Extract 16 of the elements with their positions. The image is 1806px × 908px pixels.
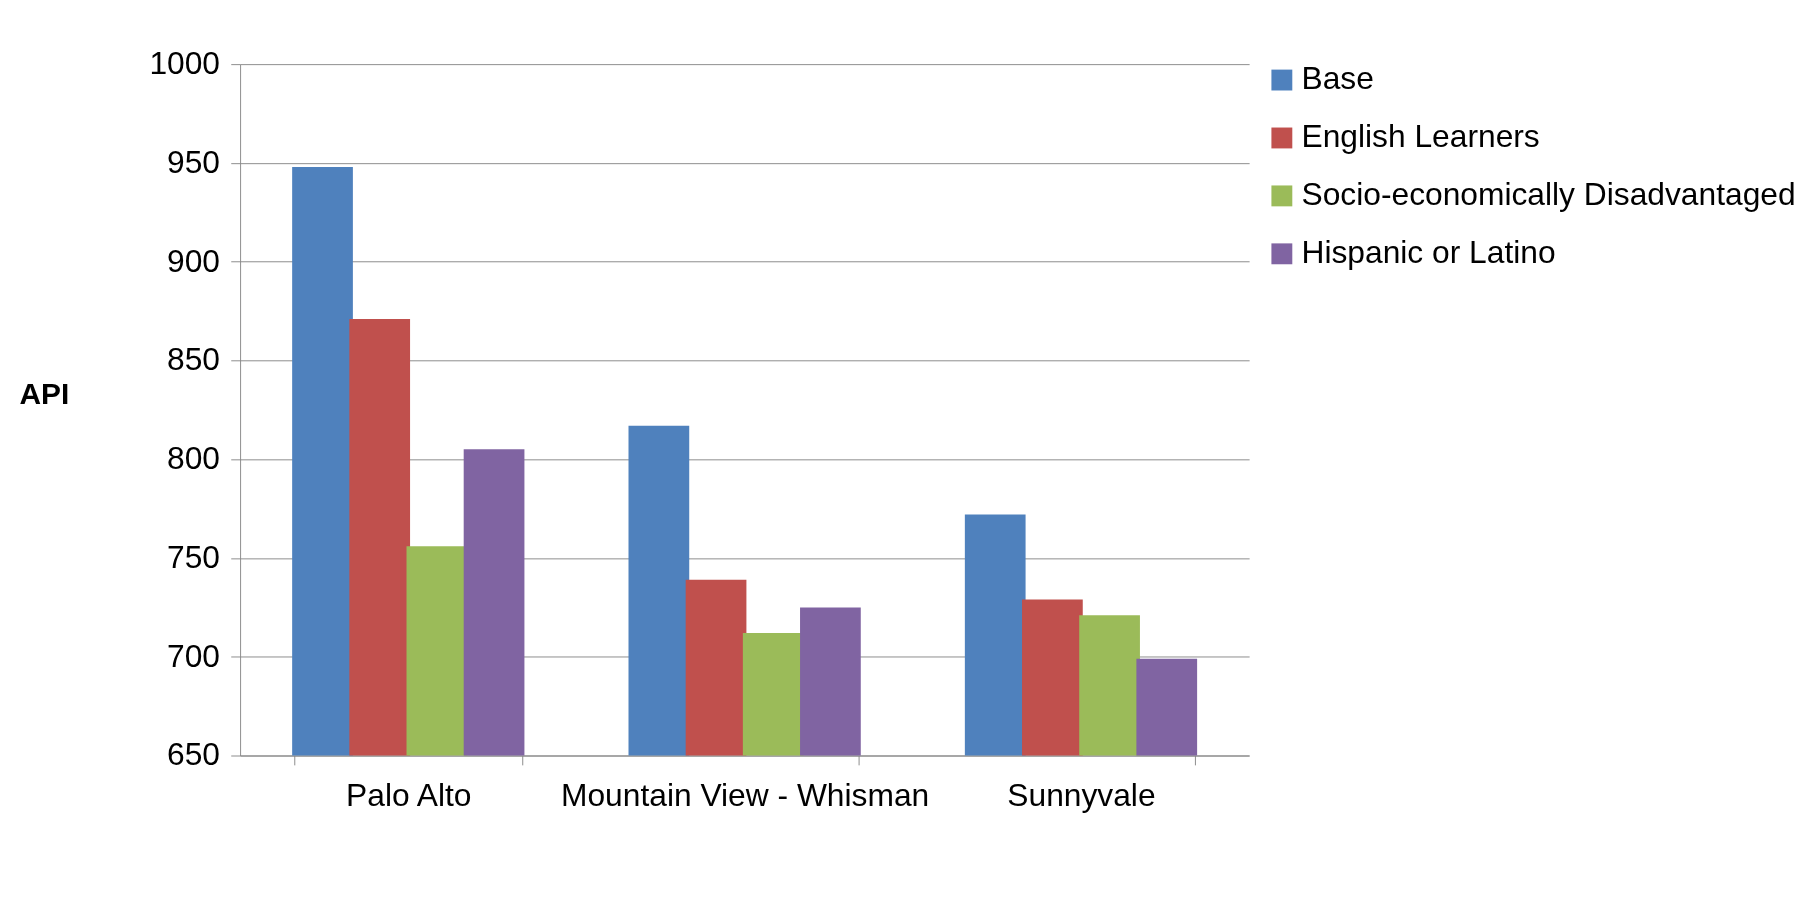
y-tick-label: 700	[167, 637, 221, 674]
y-tick-label: 1000	[149, 44, 221, 81]
legend-label: Socio-economically Disadvantaged	[1301, 176, 1796, 213]
y-tick-label: 850	[167, 341, 221, 378]
x-tick-label: Mountain View - Whisman	[560, 776, 930, 813]
y-tick-label: 950	[167, 143, 221, 180]
y-tick-label: 750	[167, 538, 221, 575]
legend-label: English Learners	[1301, 118, 1540, 155]
y-tick-label: 800	[167, 440, 221, 477]
y-tick-label: 900	[167, 242, 221, 279]
y-axis-title: API	[19, 376, 70, 410]
legend-label: Hispanic or Latino	[1301, 234, 1556, 271]
x-tick-label: Sunnyvale	[1007, 776, 1156, 813]
legend-label: Base	[1301, 60, 1374, 97]
y-tick-label: 650	[167, 736, 221, 773]
x-tick-label: Palo Alto	[346, 776, 472, 813]
